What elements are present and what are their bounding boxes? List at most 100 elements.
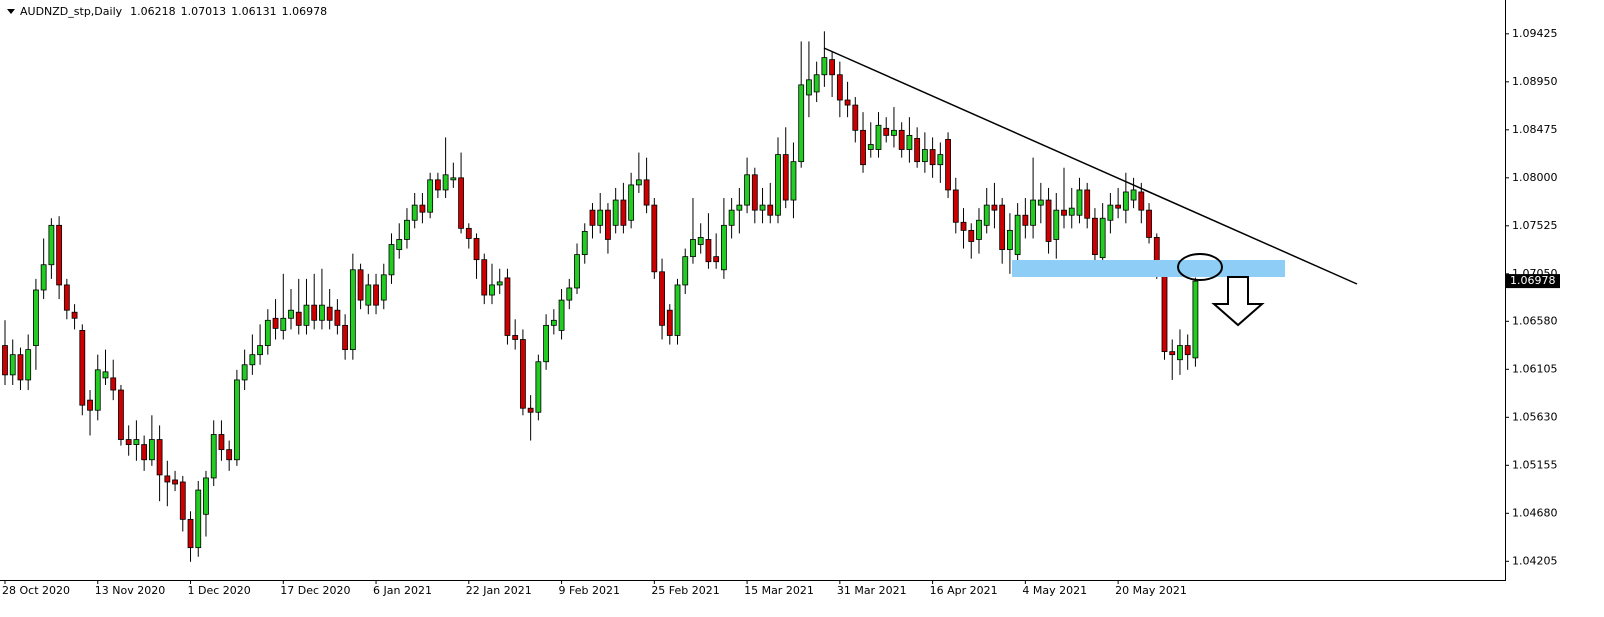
- candle-body: [380, 274, 387, 301]
- candle-body: [504, 277, 511, 336]
- x-tick-label: 1 Dec 2020: [188, 584, 251, 597]
- candle-body: [1169, 351, 1176, 356]
- candle-body: [203, 477, 209, 515]
- candle-body: [411, 204, 418, 221]
- candle-body: [952, 189, 959, 223]
- menu-triangle[interactable]: [7, 9, 15, 14]
- candle-body: [164, 475, 171, 483]
- chart-title: AUDNZD_stp,Daily: [20, 5, 123, 18]
- candle-body: [48, 224, 55, 266]
- header-high: 1.07013: [181, 5, 227, 18]
- candle-body: [968, 229, 975, 242]
- candle-body: [79, 330, 86, 406]
- candle-body: [983, 204, 990, 226]
- candle-body: [496, 281, 503, 286]
- axis-labels: 1.094251.089501.084751.080001.075251.070…: [2, 27, 1560, 597]
- candle-body: [635, 179, 642, 186]
- candle-body: [1192, 280, 1199, 359]
- y-tick-label: 1.08000: [1512, 171, 1558, 184]
- candle-body: [550, 319, 557, 326]
- candle-body: [682, 256, 689, 286]
- candle-body: [56, 224, 63, 286]
- x-tick-label: 13 Nov 2020: [95, 584, 165, 597]
- candle-body: [210, 434, 217, 479]
- x-tick-label: 31 Mar 2021: [837, 584, 907, 597]
- candle-body: [728, 209, 735, 226]
- candle-body: [102, 371, 109, 379]
- candle-body: [744, 174, 750, 206]
- header-open: 1.06218: [130, 5, 176, 18]
- y-tick-label: 1.08950: [1512, 75, 1558, 88]
- candle-body: [659, 271, 665, 326]
- x-tick-label: 22 Jan 2021: [466, 584, 532, 597]
- candle-body: [999, 204, 1006, 250]
- y-tick-label: 1.04205: [1512, 554, 1558, 567]
- candle-body: [319, 304, 325, 321]
- candle-body: [272, 317, 279, 329]
- candle-body: [558, 299, 565, 331]
- candle-body: [844, 99, 851, 106]
- candle-body: [1076, 189, 1083, 216]
- candle-body: [249, 354, 256, 366]
- candle-body: [674, 284, 681, 336]
- price-label-box: [1506, 274, 1560, 289]
- chart-header: AUDNZD_stp,Daily 1.06218 1.07013 1.06131 1.0…: [20, 5, 327, 18]
- candle-body: [836, 74, 843, 101]
- candle-body: [720, 224, 727, 271]
- candle-body: [767, 204, 774, 216]
- candle-body: [790, 161, 797, 201]
- candle-body: [1068, 207, 1075, 216]
- candle-body: [434, 179, 441, 191]
- highlight-ellipse: [1177, 253, 1223, 281]
- y-tick-label: 1.06105: [1512, 362, 1558, 375]
- candle-body: [33, 289, 39, 346]
- x-tick-label: 9 Feb 2021: [559, 584, 620, 597]
- candle-body: [465, 227, 472, 239]
- candle-body: [489, 284, 495, 296]
- candle-body: [334, 309, 341, 326]
- candle-body: [156, 439, 163, 476]
- candle-body: [349, 269, 356, 351]
- candle-body: [1138, 191, 1145, 211]
- candle-body: [1014, 214, 1021, 256]
- candle-body: [666, 309, 673, 336]
- candle-body: [25, 349, 32, 381]
- candle-body: [187, 518, 194, 549]
- candle-body: [342, 324, 349, 351]
- candle-body: [906, 134, 913, 150]
- candle-body: [535, 361, 542, 413]
- candle-body: [63, 284, 70, 311]
- x-tick-label: 6 Jan 2021: [373, 584, 432, 597]
- candle-body: [751, 174, 758, 211]
- candle-body: [172, 479, 178, 485]
- candle-body: [388, 244, 395, 276]
- candle-body: [1092, 217, 1098, 256]
- candle-body: [1161, 267, 1168, 353]
- candle-body: [806, 79, 812, 96]
- x-tick-label: 25 Feb 2021: [651, 584, 719, 597]
- candle-body: [697, 237, 704, 245]
- candle-body: [226, 449, 233, 461]
- y-tick-label: 1.09425: [1512, 27, 1558, 40]
- candle-body: [759, 204, 766, 211]
- candle-body: [17, 354, 24, 381]
- y-tick-label: 1.05155: [1512, 458, 1558, 471]
- candle-body: [1037, 199, 1044, 206]
- candle-body: [195, 489, 202, 549]
- candle-body: [133, 439, 140, 445]
- candle-body: [473, 238, 480, 261]
- down-arrow: [1211, 276, 1265, 327]
- candle-body: [597, 209, 604, 226]
- candle-body: [829, 59, 836, 76]
- candle-body: [543, 324, 549, 363]
- candle-body: [1099, 217, 1106, 259]
- candle-body: [396, 239, 403, 250]
- candle-body: [303, 304, 310, 326]
- candle-body: [71, 311, 78, 319]
- candle-body: [891, 129, 897, 136]
- header-close: 1.06978: [282, 5, 328, 18]
- candle-body: [357, 269, 364, 301]
- candle-body: [141, 444, 148, 461]
- candle-body: [705, 239, 712, 263]
- candle-body: [1130, 189, 1137, 201]
